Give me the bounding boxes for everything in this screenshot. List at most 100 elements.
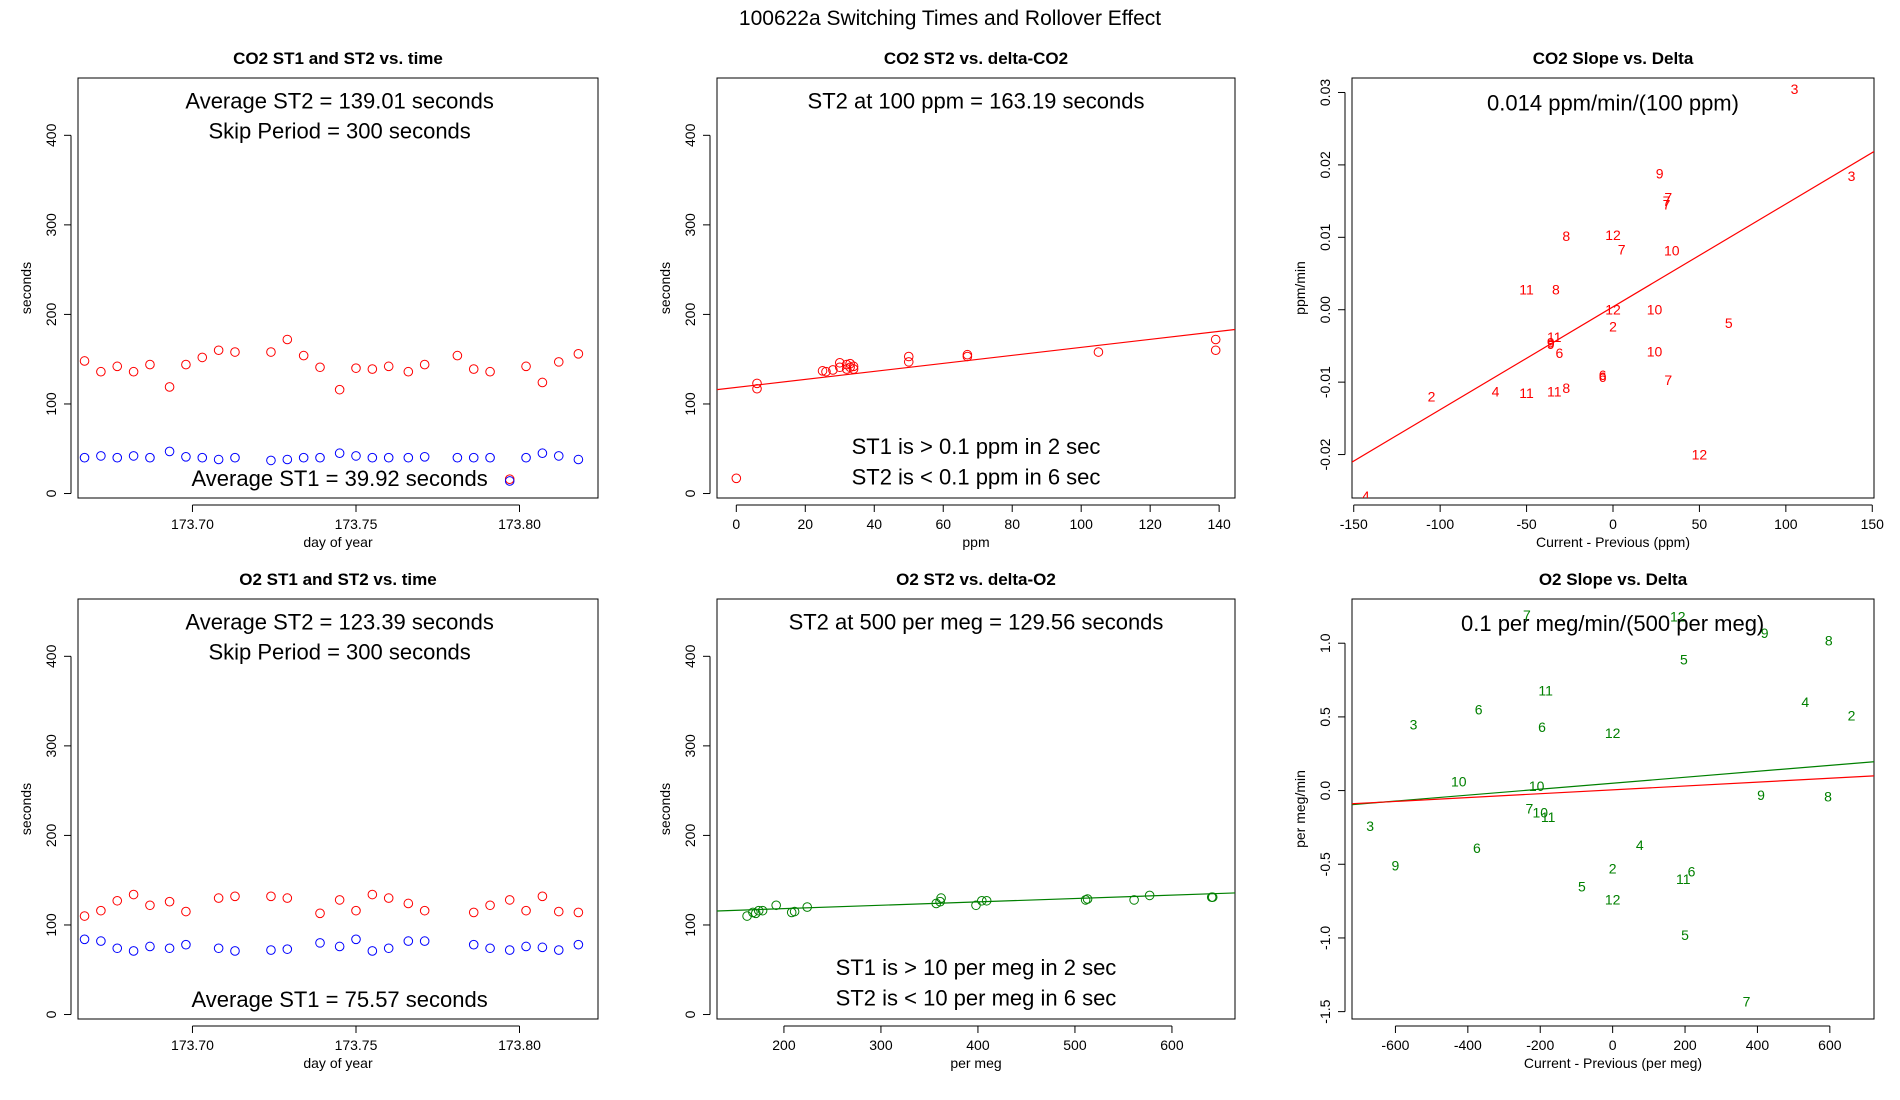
data-point bbox=[145, 452, 155, 463]
annotation: Skip Period = 300 seconds bbox=[208, 119, 470, 144]
y-axis: 0 100 200 300 400 bbox=[43, 644, 72, 1018]
y-tick-label: 100 bbox=[43, 392, 59, 416]
data-point-label: 11 bbox=[1547, 329, 1562, 345]
data-point-label: 12 bbox=[1605, 302, 1621, 318]
data-point bbox=[266, 945, 276, 955]
data-point bbox=[367, 946, 378, 956]
fit-line bbox=[1352, 775, 1874, 805]
x-axis: 173.70 173.75 173.80 bbox=[171, 504, 541, 532]
data-point-label: 7 bbox=[1523, 607, 1531, 623]
data-point bbox=[351, 905, 361, 916]
data-point-label: 2 bbox=[1609, 318, 1617, 334]
x-tick-label: 173.70 bbox=[171, 516, 214, 532]
data-point bbox=[282, 893, 293, 903]
data-point bbox=[128, 946, 139, 956]
data-point bbox=[1210, 334, 1221, 345]
data-point-label: 5 bbox=[1725, 315, 1733, 331]
data-point bbox=[419, 905, 430, 916]
y-tick-label: 200 bbox=[682, 824, 698, 848]
x-tick-label: 100 bbox=[1774, 516, 1798, 532]
annotation: ST1 is > 10 per meg in 2 sec bbox=[836, 955, 1117, 980]
y-tick-label: 0.01 bbox=[1317, 223, 1333, 250]
data-point bbox=[164, 896, 175, 907]
x-tick-label: 150 bbox=[1861, 516, 1885, 532]
data-point bbox=[334, 448, 345, 459]
series-2 bbox=[79, 934, 584, 956]
data-point bbox=[485, 900, 495, 911]
y-axis: 0 100 200 300 400 bbox=[682, 644, 711, 1018]
data-point-label: 11 bbox=[1519, 281, 1534, 297]
series-1 bbox=[79, 889, 584, 921]
plot-frame bbox=[77, 598, 599, 1020]
fit-line bbox=[1352, 151, 1874, 463]
x-tick-label: 200 bbox=[772, 1037, 796, 1053]
chart-title: CO2 ST2 vs. delta-CO2 bbox=[884, 49, 1068, 68]
data-point bbox=[79, 911, 90, 921]
data-point bbox=[537, 377, 548, 388]
data-point bbox=[181, 939, 191, 950]
data-point-label: 7 bbox=[1664, 372, 1672, 388]
data-point bbox=[266, 455, 276, 466]
data-point bbox=[282, 334, 293, 345]
data-point-label: 8 bbox=[1825, 632, 1833, 648]
data-point bbox=[537, 448, 548, 459]
y-tick-label: 0.02 bbox=[1317, 151, 1333, 178]
data-point-label: 12 bbox=[1605, 725, 1621, 741]
data-point bbox=[403, 936, 414, 946]
chart-panel-2: CO2 ST2 vs. delta-CO2 0 20 40 60 80 100 120 140 p… bbox=[657, 49, 1236, 550]
y-tick-label: 200 bbox=[43, 303, 59, 327]
data-point bbox=[298, 452, 309, 463]
data-point bbox=[79, 934, 90, 945]
y-tick-label: 100 bbox=[682, 392, 698, 416]
data-point bbox=[403, 898, 414, 909]
data-point-label: 6 bbox=[1538, 719, 1546, 735]
data-point-label: 6 bbox=[1473, 840, 1481, 856]
x-tick-label: -200 bbox=[1526, 1037, 1554, 1053]
x-tick-label: 600 bbox=[1818, 1037, 1842, 1053]
y-axis: 0 100 200 300 400 bbox=[43, 123, 72, 497]
data-point bbox=[731, 473, 742, 484]
data-point bbox=[1080, 895, 1091, 905]
data-point bbox=[553, 906, 564, 917]
data-point bbox=[521, 361, 531, 372]
data-point bbox=[845, 358, 855, 369]
chart-title: O2 Slope vs. Delta bbox=[1539, 570, 1688, 589]
x-axis-label: Current - Previous (per meg) bbox=[1524, 1055, 1702, 1071]
x-tick-label: -150 bbox=[1340, 516, 1368, 532]
chart-title: CO2 ST1 and ST2 vs. time bbox=[233, 49, 443, 68]
data-point bbox=[841, 359, 852, 370]
x-axis-label: ppm bbox=[962, 534, 989, 550]
data-point-label: 10 bbox=[1647, 344, 1663, 360]
data-point-label: 2 bbox=[1428, 389, 1436, 405]
data-point bbox=[1093, 347, 1104, 357]
x-tick-label: 173.80 bbox=[498, 516, 541, 532]
y-tick-label: 300 bbox=[682, 734, 698, 758]
data-point bbox=[573, 939, 584, 950]
x-tick-label: -600 bbox=[1381, 1037, 1409, 1053]
data-point-label: 5 bbox=[1681, 927, 1689, 943]
data-point bbox=[351, 451, 361, 461]
data-point bbox=[96, 905, 106, 916]
data-point-label: 11 bbox=[1538, 682, 1553, 698]
data-point bbox=[903, 357, 914, 367]
x-tick-label: 40 bbox=[866, 516, 882, 532]
y-tick-label: 200 bbox=[682, 303, 698, 327]
y-tick-label: 400 bbox=[43, 123, 59, 147]
data-point bbox=[367, 364, 378, 374]
data-point-label: 4 bbox=[1492, 384, 1500, 400]
data-point bbox=[79, 356, 90, 366]
y-tick-label: 0.5 bbox=[1317, 707, 1333, 727]
data-point bbox=[452, 452, 463, 463]
data-point bbox=[315, 362, 325, 373]
annotation: Skip Period = 300 seconds bbox=[208, 640, 470, 665]
data-point bbox=[573, 349, 584, 359]
x-tick-label: -400 bbox=[1454, 1037, 1482, 1053]
data-point bbox=[315, 452, 325, 463]
series-1 bbox=[731, 334, 1221, 484]
data-point-label: 7 bbox=[1663, 193, 1671, 209]
data-point bbox=[79, 452, 90, 463]
annotation: Average ST2 = 139.01 seconds bbox=[185, 88, 493, 113]
